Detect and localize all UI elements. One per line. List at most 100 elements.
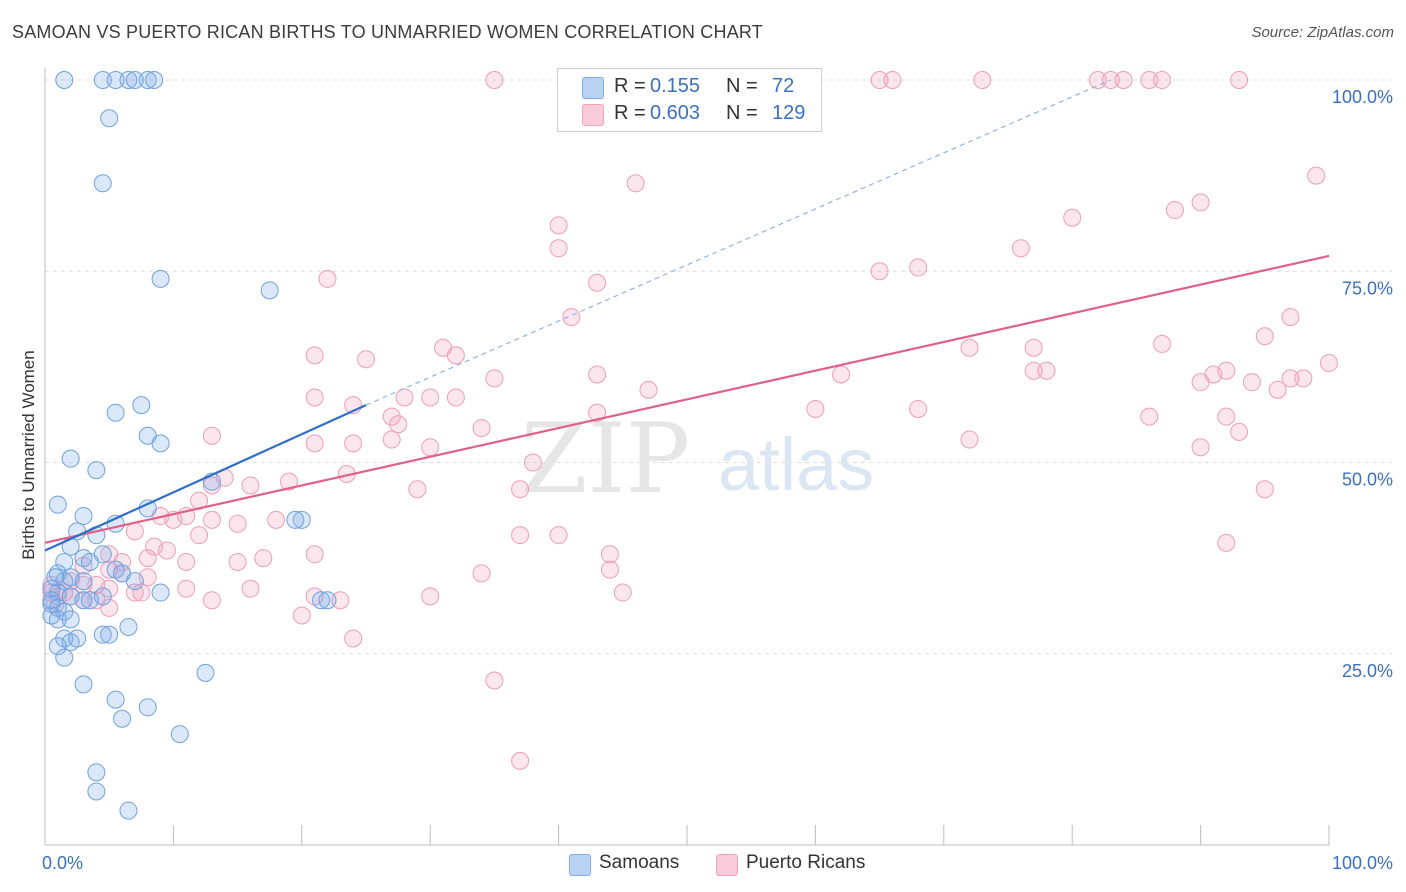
y-tick-label: 100.0% [1332, 87, 1393, 107]
puerto-rican-point [588, 273, 607, 292]
puerto-rican-point [202, 591, 221, 610]
puerto-rican-point [421, 388, 440, 407]
puerto-rican-point [202, 426, 221, 445]
chart-title: SAMOAN VS PUERTO RICAN BIRTHS TO UNMARRI… [12, 22, 763, 42]
puerto-rican-point [241, 579, 260, 598]
samoan-point [87, 782, 106, 801]
puerto-ricans-legend-swatch [716, 854, 738, 876]
samoan-point [100, 109, 119, 128]
puerto-rican-point [125, 522, 144, 541]
puerto-rican-point [1063, 208, 1082, 227]
puerto-rican-point [1191, 438, 1210, 457]
puerto-rican-point [1294, 369, 1313, 388]
samoan-point [119, 617, 138, 636]
x-tick-label: 0.0% [42, 853, 83, 873]
puerto-rican-point [485, 71, 504, 89]
samoan-point [55, 648, 74, 667]
samoan-point [119, 801, 138, 820]
puerto-rican-point [305, 346, 324, 365]
puerto-rican-point [1255, 480, 1274, 499]
puerto-rican-point [870, 262, 889, 281]
samoan-point [292, 510, 311, 529]
samoan-point [132, 396, 151, 415]
x-tick-label: 100.0% [1332, 853, 1393, 873]
puerto-rican-point [1307, 166, 1326, 185]
samoans-points [42, 71, 337, 820]
puerto-rican-point [909, 399, 928, 418]
puerto-rican-point [1191, 193, 1210, 212]
axes [44, 68, 1330, 846]
puerto-ricans-swatch [582, 104, 604, 126]
puerto-ricans-points [42, 71, 1338, 770]
puerto-rican-point [1024, 338, 1043, 357]
puerto-rican-point [331, 591, 350, 610]
puerto-ricans-legend-label: Puerto Ricans [746, 852, 866, 873]
samoans-trend-projection [365, 79, 1111, 406]
puerto-ricans-trend-line [44, 254, 1330, 544]
puerto-rican-point [382, 407, 401, 426]
samoan-point [125, 71, 144, 89]
puerto-rican-point [177, 552, 196, 571]
samoan-point [138, 71, 157, 89]
puerto-rican-point [138, 549, 157, 568]
puerto-rican-point [909, 258, 928, 277]
samoan-point [260, 281, 279, 300]
puerto-rican-point [1140, 71, 1159, 89]
samoan-point [286, 510, 305, 529]
puerto-rican-point [1217, 533, 1236, 552]
y-tick-label: 75.0% [1342, 278, 1393, 298]
puerto-rican-point [511, 751, 530, 770]
puerto-rican-point [1024, 361, 1043, 380]
puerto-rican-point [870, 71, 889, 89]
samoan-point [87, 461, 106, 480]
puerto-rican-point [832, 365, 851, 384]
samoan-point [318, 591, 337, 610]
puerto-rican-point [549, 526, 568, 545]
puerto-rican-point [1281, 308, 1300, 327]
puerto-rican-point [549, 239, 568, 258]
puerto-rican-point [472, 564, 491, 583]
samoan-point [61, 610, 80, 629]
puerto-rican-point [1281, 369, 1300, 388]
samoan-point [93, 174, 112, 193]
samoan-point [312, 591, 331, 610]
y-tick-label: 50.0% [1342, 470, 1393, 490]
samoan-point [151, 583, 170, 602]
puerto-rican-point [434, 338, 453, 357]
samoan-point [93, 71, 112, 89]
samoan-point [113, 709, 132, 728]
puerto-rican-point [1217, 407, 1236, 426]
puerto-rican-point [279, 472, 298, 491]
puerto-rican-point [613, 583, 632, 602]
puerto-rican-point [157, 541, 176, 560]
puerto-rican-point [562, 308, 581, 327]
puerto-rican-point [344, 434, 363, 453]
puerto-rican-point [305, 434, 324, 453]
watermark-zip: ZIP [521, 403, 690, 515]
samoan-point [46, 568, 65, 587]
samoan-point [55, 71, 74, 89]
samoan-point [74, 572, 93, 591]
puerto-rican-point [485, 671, 504, 690]
trend-lines [44, 79, 1330, 552]
puerto-rican-point [511, 526, 530, 545]
samoan-point [74, 507, 93, 526]
puerto-rican-point [511, 480, 530, 499]
samoan-point [106, 690, 125, 709]
puerto-rican-point [1230, 71, 1249, 89]
puerto-rican-point [202, 510, 221, 529]
samoan-point [48, 495, 67, 514]
samoan-point [106, 403, 125, 422]
puerto-rican-point [626, 174, 645, 193]
samoan-point [48, 610, 67, 629]
puerto-rican-point [1153, 71, 1172, 89]
legend-row-samoans: R = 0.155 N = 72 [558, 75, 821, 99]
puerto-rican-point [1204, 365, 1223, 384]
samoan-point [145, 71, 164, 89]
legend-n-value: 72 [772, 75, 795, 97]
samoan-point [119, 71, 138, 89]
puerto-rican-point [485, 369, 504, 388]
samoan-point [87, 763, 106, 782]
y-tick-label: 25.0% [1342, 661, 1393, 681]
